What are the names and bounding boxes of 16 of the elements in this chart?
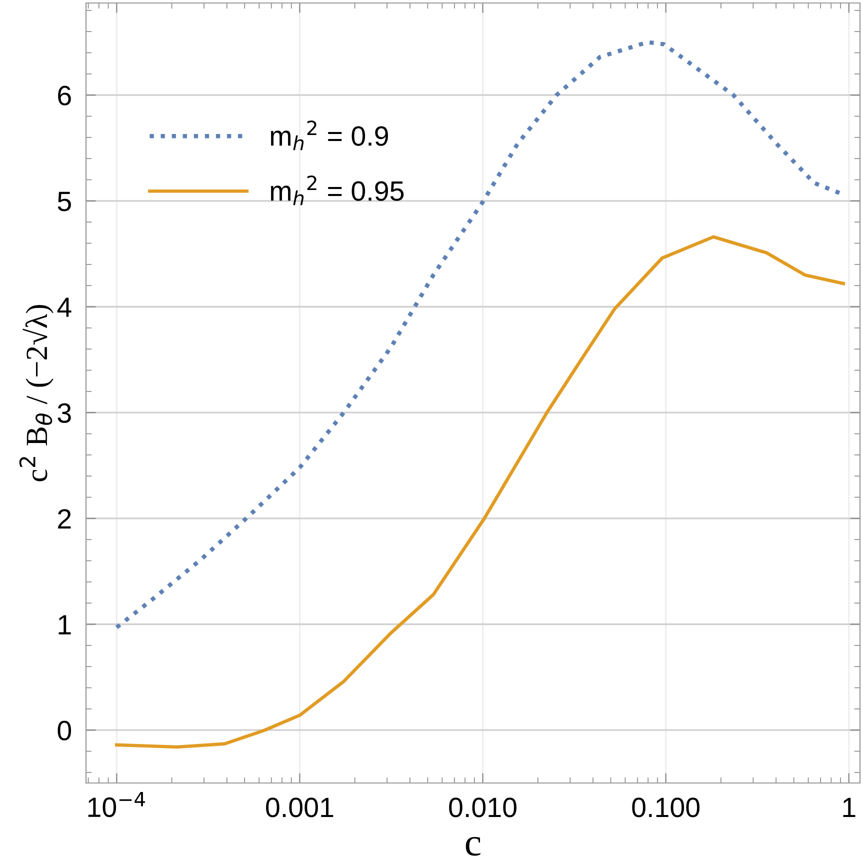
x-tick-label: 0.001	[266, 798, 334, 818]
legend-label: m$_{h}$$^{2}$ = 0.9	[270, 120, 388, 150]
y-tick-label: 6	[58, 86, 71, 106]
y-tick-label: 1	[58, 615, 71, 634]
y-tick-label: 0	[58, 720, 72, 740]
y-tick-label: 4	[57, 298, 72, 317]
x-tick-label: 1	[843, 798, 856, 818]
y-tick-label: 2	[58, 509, 71, 528]
y-axis-title: c$^{2}$ B$_{θ}$ / (−2√λ)	[19, 304, 54, 482]
x-tick-label: 10$^{−4}$	[88, 792, 145, 818]
x-axis-title: c	[466, 836, 480, 856]
x-tick-label: 0.010	[449, 798, 516, 818]
x-tick-label: 0.100	[632, 798, 700, 818]
y-tick-label: 3	[58, 403, 71, 423]
legend-label: m$_{h}$$^{2}$ = 0.95	[270, 176, 404, 206]
y-tick-label: 5	[58, 192, 71, 212]
